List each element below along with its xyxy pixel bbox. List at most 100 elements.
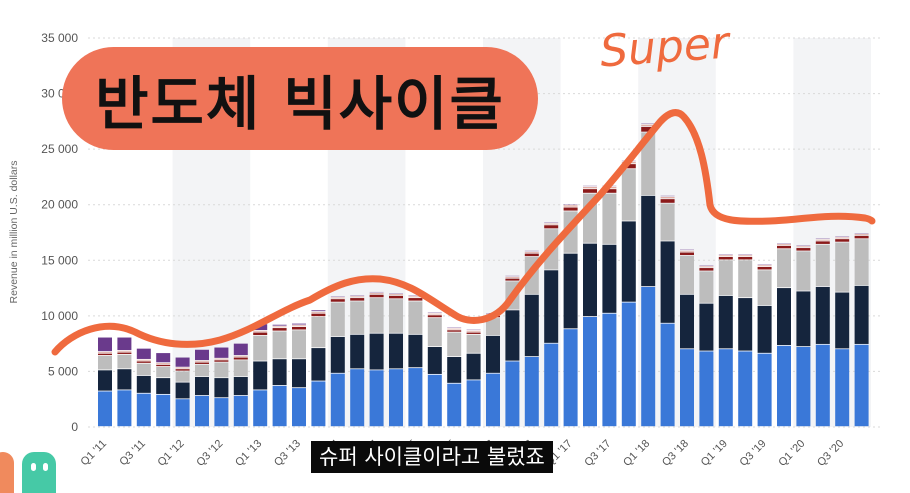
bar-segment — [738, 298, 753, 351]
bar-segment — [815, 244, 830, 287]
bar-segment — [738, 260, 753, 298]
bar-segment — [311, 381, 326, 427]
bar-segment — [680, 294, 694, 349]
bar-segment — [233, 376, 248, 396]
bar-segment — [311, 316, 326, 348]
bar-segment — [757, 266, 772, 270]
bar-segment — [389, 369, 403, 427]
bar-segment — [602, 189, 617, 193]
bar-segment — [272, 331, 287, 359]
bar-segment — [583, 189, 597, 193]
super-annotation: Super — [598, 17, 731, 78]
bar-segment — [214, 358, 229, 360]
bar-segment — [835, 242, 850, 292]
bar-segment — [214, 398, 229, 427]
bar-segment — [389, 294, 403, 296]
y-tick-label: 15 000 — [41, 253, 78, 267]
bar-segment — [98, 337, 112, 352]
y-tick-label: 10 000 — [41, 309, 78, 323]
bar-segment — [369, 293, 384, 294]
x-tick-label: Q1 '13 — [233, 438, 264, 469]
bar-segment — [253, 390, 268, 427]
bar-segment — [136, 393, 151, 427]
bar-segment — [524, 251, 539, 253]
bar-segment — [796, 246, 811, 248]
bar-segment — [660, 241, 675, 323]
bar-segment — [369, 370, 384, 427]
bar-segment — [253, 332, 268, 336]
bar-segment — [757, 305, 772, 353]
x-tick-label: Q3 '19 — [738, 438, 769, 469]
bar-segment — [311, 348, 326, 381]
bar-segment — [563, 329, 578, 427]
video-title: 반도체 빅사이클 — [95, 69, 505, 138]
bar-segment — [98, 353, 112, 356]
bar-segment — [136, 361, 151, 363]
x-tick-label: Q1 '19 — [699, 438, 730, 469]
bar-segment — [660, 203, 675, 241]
bar-segment — [718, 256, 733, 260]
bar-segment — [389, 299, 403, 333]
bar-segment — [369, 333, 384, 370]
bar-segment — [389, 295, 403, 299]
bar-segment — [175, 357, 190, 367]
bar-segment — [524, 294, 539, 357]
bar-segment — [583, 186, 597, 189]
bar-segment — [854, 344, 869, 427]
bar-segment — [427, 374, 442, 427]
bar-segment — [835, 349, 850, 427]
bar-segment — [447, 328, 462, 330]
bar-segment — [738, 256, 753, 260]
bar-segment — [524, 356, 539, 427]
bar-segment — [214, 347, 229, 358]
bar-segment — [156, 363, 171, 364]
x-tick-label: Q1 '20 — [776, 438, 807, 469]
bar-segment — [408, 368, 423, 427]
bar-segment — [195, 376, 209, 396]
bar-segment — [505, 278, 520, 281]
bar-segment — [233, 355, 248, 357]
y-tick-label: 0 — [71, 420, 78, 434]
bar-segment — [214, 378, 229, 398]
bar-segment — [486, 373, 500, 427]
bar-segment — [738, 351, 753, 427]
bar-segment — [699, 268, 714, 271]
bar-segment — [641, 195, 656, 287]
bar-segment — [544, 270, 559, 343]
bar-segment — [544, 225, 559, 229]
bar-segment — [253, 330, 268, 332]
bar-segment — [505, 310, 520, 361]
bar-segment — [330, 336, 345, 373]
bar-segment — [117, 337, 132, 351]
stacked-bars — [98, 123, 869, 427]
bar-segment — [835, 237, 850, 239]
bar-segment — [98, 370, 112, 391]
bar-segment — [447, 330, 462, 332]
bar-segment — [136, 375, 151, 393]
bar-segment — [408, 298, 423, 301]
bar-segment — [117, 352, 132, 354]
bar-segment — [718, 295, 733, 349]
bar-segment — [195, 362, 209, 364]
bar-segment — [427, 346, 442, 374]
bar-segment — [136, 359, 151, 361]
bar-segment — [292, 388, 306, 427]
bar-segment — [136, 363, 151, 376]
bar-segment — [233, 357, 248, 360]
bar-segment — [680, 252, 694, 256]
bar-segment — [175, 367, 190, 369]
bar-segment — [195, 395, 209, 427]
bar-segment — [408, 296, 423, 298]
bar-segment — [272, 328, 287, 331]
bar-segment — [447, 383, 462, 427]
bar-segment — [195, 360, 209, 362]
bar-segment — [330, 299, 345, 302]
bar-segment — [583, 316, 597, 427]
bar-segment — [330, 373, 345, 427]
bar-segment — [117, 369, 132, 390]
bar-segment — [292, 323, 306, 325]
bar-segment — [466, 330, 481, 332]
bar-segment — [641, 132, 656, 196]
x-tick-label: Q1 '12 — [156, 438, 187, 469]
bar-segment — [175, 382, 190, 399]
